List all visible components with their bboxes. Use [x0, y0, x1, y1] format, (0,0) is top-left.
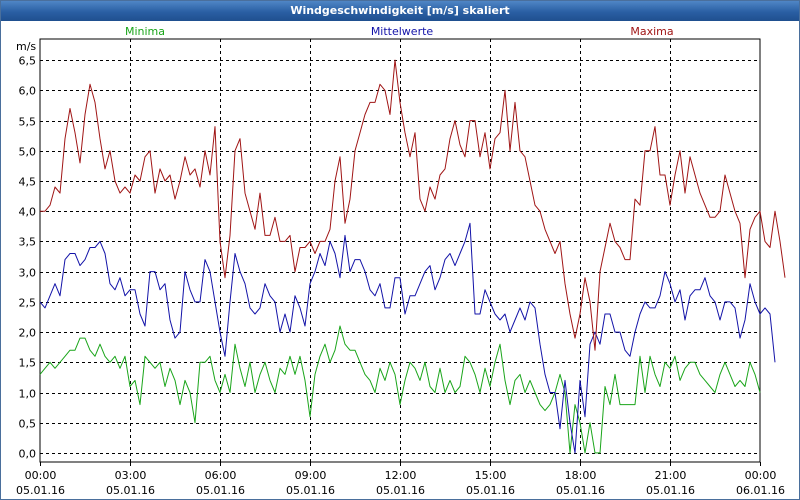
y-tick-label: 2,5	[19, 297, 37, 310]
x-tick-time: 00:00	[25, 469, 57, 482]
y-tick-label: 6,0	[19, 85, 37, 98]
legend-maxima: Maxima	[630, 25, 673, 38]
x-tick-date: 05.01.16	[556, 484, 605, 497]
chart-title: Windgeschwindigkeit [m/s] skaliert	[1, 1, 799, 21]
y-tick-label: 0,0	[19, 448, 37, 461]
legend-mittelwerte: Mittelwerte	[371, 25, 434, 38]
series-line-maxima	[40, 59, 786, 351]
y-tick-label: 1,0	[19, 388, 37, 401]
y-tick-label: 3,0	[19, 267, 37, 280]
y-tick-label: 1,5	[19, 357, 37, 370]
x-tick-date: 05.01.16	[646, 484, 695, 497]
series-line-mittelwerte	[39, 222, 776, 454]
series-lines	[39, 59, 786, 454]
x-tick-time: 15:00	[475, 469, 507, 482]
legend-minima: Minima	[125, 25, 165, 38]
axis-labels: 0,0 0,5 1,0 1,5 2,0 2,5 3,0 3,5 4,0 4,5 5,0 5,5 6,0 6…	[16, 25, 785, 497]
y-tick-label: 2,0	[19, 327, 37, 340]
y-tick-label: 6,5	[19, 55, 37, 68]
x-tick-time: 09:00	[295, 469, 327, 482]
x-tick-date: 05.01.16	[106, 484, 155, 497]
x-tick-time: 00:00	[745, 469, 777, 482]
x-tick-date: 05.01.16	[286, 484, 335, 497]
series-line-minima	[39, 325, 761, 454]
grid	[40, 39, 761, 466]
x-tick-time: 21:00	[655, 469, 687, 482]
x-tick-date: 05.01.16	[466, 484, 515, 497]
x-tick-date: 05.01.16	[376, 484, 425, 497]
x-tick-time: 12:00	[385, 469, 417, 482]
y-tick-label: 4,0	[19, 206, 37, 219]
x-tick-date: 05.01.16	[16, 484, 65, 497]
y-axis-unit-label: m/s	[16, 40, 36, 53]
y-tick-label: 0,5	[19, 418, 37, 431]
x-tick-date: 06.01.16	[736, 484, 785, 497]
x-tick-date: 05.01.16	[196, 484, 245, 497]
y-tick-label: 3,5	[19, 236, 37, 249]
y-tick-label: 5,5	[19, 116, 37, 129]
y-tick-label: 5,0	[19, 146, 37, 159]
x-tick-time: 18:00	[565, 469, 597, 482]
y-tick-label: 4,5	[19, 176, 37, 189]
x-tick-time: 03:00	[115, 469, 147, 482]
x-tick-time: 06:00	[205, 469, 237, 482]
